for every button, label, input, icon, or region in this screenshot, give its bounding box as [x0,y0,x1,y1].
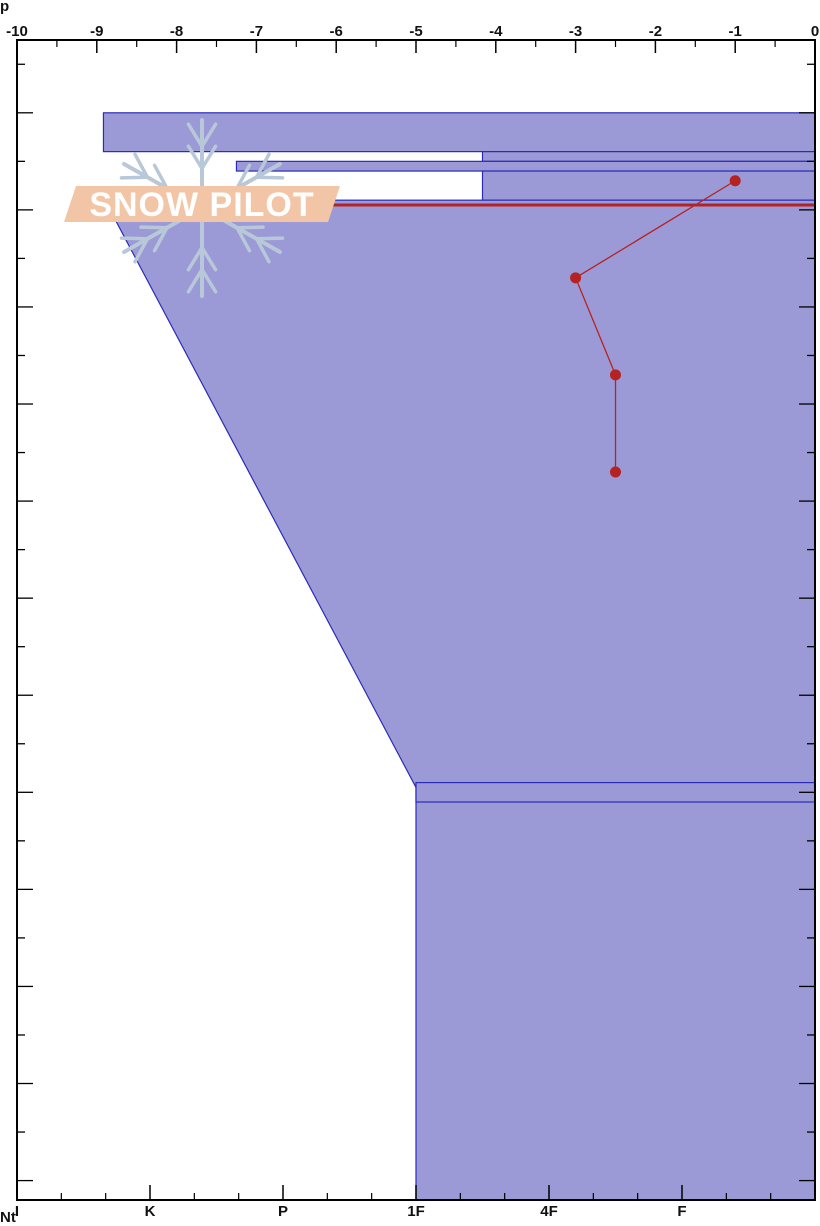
top-tick-label-5: -5 [409,23,422,40]
flake-branch-5-1-r [133,152,150,179]
hardness-profile-layer [102,112,816,1201]
flake-branch-4-0-r [139,225,169,230]
temperature-profile-layer [570,175,741,478]
top-axis-corner-label: p [0,0,10,15]
temperature-line [574,180,736,472]
top-tick-label-7: -3 [569,23,582,40]
temperature-point-1 [570,272,582,284]
flake-branch-2-1-l [254,236,285,241]
top-tick-label-3: -7 [250,23,263,40]
flake-branch-2-0-r [235,226,252,253]
flake-branch-0-0-l [186,144,204,171]
chart-axes: -10 -9 -8 -7 -6 -5 -4 -3 -2 -1 0I K P 1F 4F F [6,23,819,1220]
top-tick-label-0: -10 [6,23,28,40]
temperature-point-2 [610,369,621,381]
flake-branch-4-1-r [119,236,150,241]
flake-branch-3-0-l [200,245,218,272]
bottom-tick-label-1: K [145,1203,156,1220]
flake-branch-5-1-l [119,175,150,180]
bottom-corner-label: Nt [0,1209,16,1226]
top-tick-label-9: -1 [729,23,742,40]
top-tick-label-6: -4 [489,23,503,40]
bottom-tick-label-5: F [677,1203,686,1220]
hardness-layer-5 [415,781,816,803]
top-tick-label-2: -8 [170,23,183,40]
logo-text: SNOW PILOT [89,186,314,224]
bottom-tick-label-4: 4F [540,1203,558,1220]
flake-branch-1-1-r [254,175,285,180]
logo-band [64,186,340,222]
flake-branch-2-0-l [235,225,265,230]
flake-branch-1-1-l [254,152,271,179]
top-tick-label-8: -2 [649,23,662,40]
bottom-tick-label-3: 1F [407,1203,425,1220]
hardness-layer-0 [102,112,816,153]
temperature-point-3 [610,466,621,478]
flake-branch-0-1-r [200,122,218,149]
top-tick-label-1: -9 [90,23,103,40]
flake-branch-3-0-r [186,245,204,272]
top-tick-label-10: 0 [811,23,819,40]
flake-branch-0-0-r [200,144,218,171]
flake-branch-3-1-l [200,267,218,294]
bottom-tick-label-2: P [278,1203,288,1220]
temperature-point-0 [729,175,741,187]
top-tick-label-4: -6 [330,23,343,40]
hardness-layer-3 [481,170,816,201]
bottom-tick-label-0: I [15,1203,19,1220]
flake-branch-5-0-r [152,163,169,190]
flake-branch-1-0-l [235,163,252,190]
flake-branch-4-1-l [133,237,150,264]
flake-branch-4-0-l [152,226,169,253]
hardness-layer-1 [481,151,816,162]
flake-branch-2-1-r [254,237,271,264]
snow-pilot-logo: SNOW PILOT [58,118,348,298]
flake-branch-0-1-l [186,122,204,149]
hardness-slope-area [106,204,816,1201]
flake-branch-3-1-r [186,267,204,294]
